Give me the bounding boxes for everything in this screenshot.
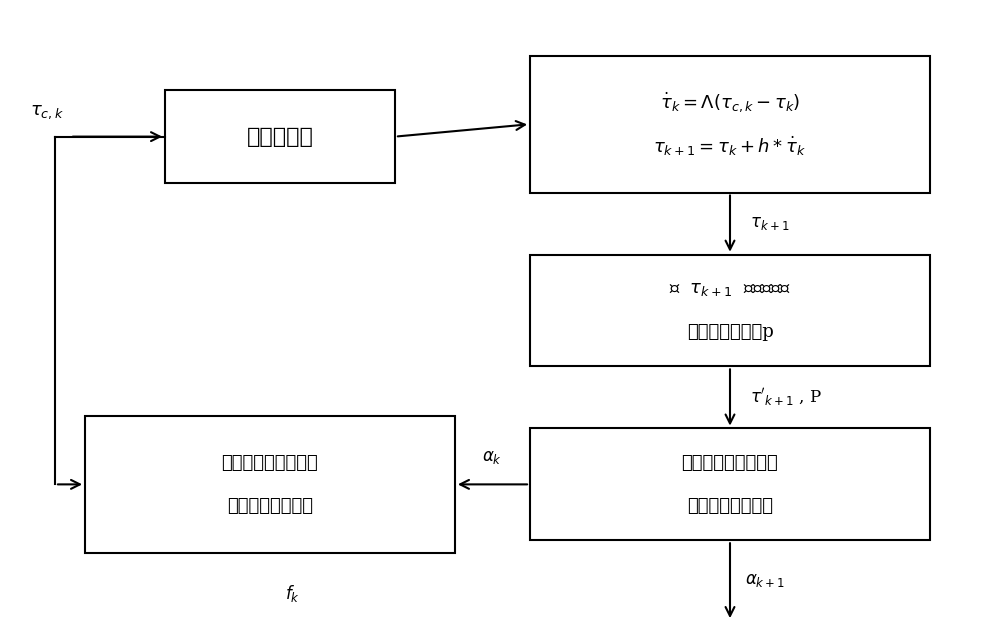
- Text: $\tau_{k+1}$: $\tau_{k+1}$: [750, 215, 789, 232]
- FancyBboxPatch shape: [530, 428, 930, 540]
- Text: $\alpha_k$: $\alpha_k$: [482, 449, 503, 466]
- Text: $\dot{\tau}_k = \Lambda(\tau_{c,k} - \tau_k)$: $\dot{\tau}_k = \Lambda(\tau_{c,k} - \ta…: [660, 91, 800, 114]
- Text: 并考虑推力折减p: 并考虑推力折减p: [687, 324, 773, 341]
- Text: $\alpha_{k+1}$: $\alpha_{k+1}$: [745, 572, 785, 589]
- Text: $\tau_{c,k}$: $\tau_{c,k}$: [30, 103, 64, 120]
- FancyBboxPatch shape: [530, 255, 930, 366]
- Text: 采用序列二次规划法: 采用序列二次规划法: [222, 454, 318, 471]
- Text: 算各推进器方位角: 算各推进器方位角: [687, 497, 773, 515]
- Text: $\tau_{k+1} = \tau_k + h*\dot{\tau}_k$: $\tau_{k+1} = \tau_k + h*\dot{\tau}_k$: [653, 134, 807, 158]
- Text: $\tau'_{k+1}$ , P: $\tau'_{k+1}$ , P: [750, 386, 822, 409]
- FancyBboxPatch shape: [530, 56, 930, 193]
- FancyBboxPatch shape: [85, 416, 455, 553]
- Text: 计算各推进器推力: 计算各推进器推力: [227, 497, 313, 515]
- Text: 推进器分组: 推进器分组: [247, 125, 313, 148]
- Text: 采用序列二次规划计: 采用序列二次规划计: [682, 454, 778, 471]
- FancyBboxPatch shape: [165, 90, 395, 183]
- Text: 将  $\tau_{k+1}$  无因次化，: 将 $\tau_{k+1}$ 无因次化，: [669, 280, 791, 297]
- Text: $f_k$: $f_k$: [285, 582, 300, 604]
